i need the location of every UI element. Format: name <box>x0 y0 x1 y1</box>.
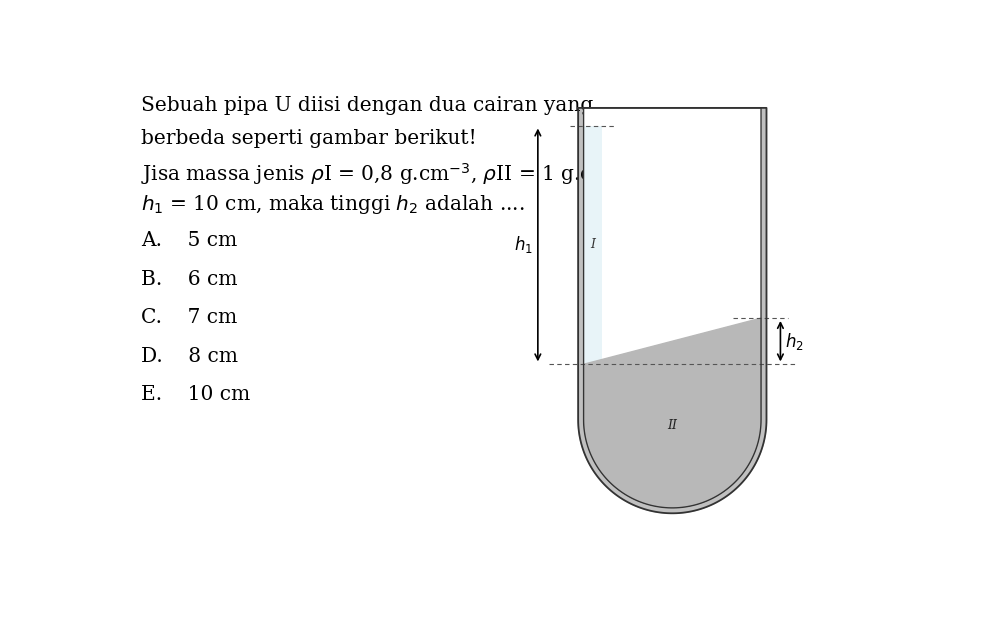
Text: D.    8 cm: D. 8 cm <box>141 347 238 366</box>
Text: $h_2$: $h_2$ <box>785 331 804 352</box>
Text: I: I <box>590 238 595 251</box>
Text: A.    5 cm: A. 5 cm <box>141 231 237 250</box>
Text: berbeda seperti gambar berikut!: berbeda seperti gambar berikut! <box>141 128 477 148</box>
Polygon shape <box>578 108 767 513</box>
Text: Sebuah pipa U diisi dengan dua cairan yang: Sebuah pipa U diisi dengan dua cairan ya… <box>141 96 593 115</box>
Text: $h_1$: $h_1$ <box>515 235 534 256</box>
Text: Jisa massa jenis $\rho$I = 0,8 g.cm$^{-3}$, $\rho$II = 1 g.cm$^{-3}$,: Jisa massa jenis $\rho$I = 0,8 g.cm$^{-3… <box>141 161 638 187</box>
Text: E.    10 cm: E. 10 cm <box>141 385 250 404</box>
Polygon shape <box>583 318 761 508</box>
Text: C.    7 cm: C. 7 cm <box>141 308 237 327</box>
Text: II: II <box>668 419 678 432</box>
Text: B.    6 cm: B. 6 cm <box>141 270 237 289</box>
Bar <box>583 125 602 364</box>
Polygon shape <box>583 108 761 508</box>
Text: $h_1$ = 10 cm, maka tinggi $h_2$ adalah ....: $h_1$ = 10 cm, maka tinggi $h_2$ adalah … <box>141 193 525 216</box>
